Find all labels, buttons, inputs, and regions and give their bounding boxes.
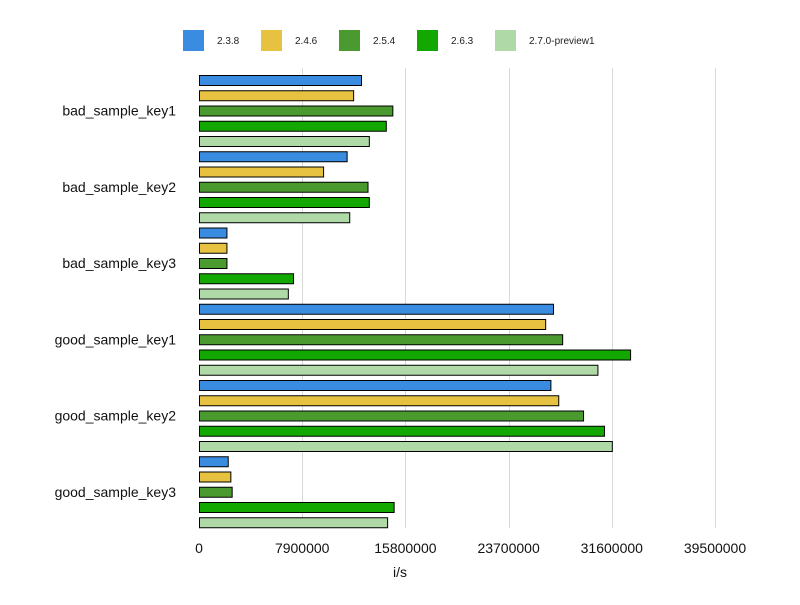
bar — [199, 75, 362, 86]
bar — [199, 181, 369, 193]
x-tick-label: 0 — [195, 540, 203, 556]
bar — [199, 120, 387, 132]
bar — [199, 502, 395, 513]
bar — [199, 486, 233, 498]
bar — [199, 136, 370, 147]
bar — [199, 395, 560, 407]
legend-label: 2.5.4 — [373, 36, 396, 47]
bar — [199, 90, 355, 102]
x-tick-label: 23700000 — [477, 540, 540, 556]
category-label: good_sample_key1 — [55, 331, 177, 347]
legend-label: 2.6.3 — [451, 36, 474, 47]
x-tick-label: 7900000 — [275, 540, 330, 556]
bar — [199, 349, 632, 361]
category-label: good_sample_key3 — [55, 484, 177, 500]
category-label: good_sample_key2 — [55, 408, 177, 424]
bar — [199, 319, 547, 330]
bar — [199, 456, 229, 468]
bar — [199, 288, 289, 300]
bar — [199, 227, 228, 239]
x-tick-label: 39500000 — [684, 540, 747, 556]
legend-swatch — [183, 30, 204, 51]
legend-label: 2.7.0-preview1 — [529, 36, 595, 47]
bar — [199, 258, 228, 269]
x-tick-label: 31600000 — [581, 540, 644, 556]
bar — [199, 517, 389, 529]
bar — [199, 425, 605, 437]
bar — [199, 441, 613, 452]
category-label: bad_sample_key3 — [62, 255, 176, 271]
legend-swatch — [417, 30, 438, 51]
bar — [199, 364, 599, 376]
legend-swatch — [261, 30, 282, 51]
bar — [199, 471, 232, 483]
bar — [199, 242, 228, 254]
bar — [199, 212, 351, 224]
bar — [199, 410, 585, 422]
bar — [199, 273, 295, 285]
bar — [199, 166, 325, 178]
legend-swatch — [339, 30, 360, 51]
bar — [199, 380, 552, 391]
category-labels: bad_sample_key1 bad_sample_key2 bad_sample… — [55, 103, 177, 500]
x-tick-labels: 0 7900000 15800000 23700000 31600000 39500000 — [195, 540, 746, 556]
bars — [199, 75, 632, 529]
bar — [199, 105, 394, 117]
legend: 2.3.8 2.4.6 2.5.4 2.6.3 2.7.0-preview1 — [183, 30, 595, 51]
legend-swatch — [495, 30, 516, 51]
bar — [199, 197, 370, 208]
x-axis-label: i/s — [393, 564, 407, 580]
category-label: bad_sample_key1 — [62, 103, 176, 119]
legend-label: 2.4.6 — [295, 36, 318, 47]
bar — [199, 334, 564, 346]
legend-label: 2.3.8 — [217, 36, 240, 47]
category-label: bad_sample_key2 — [62, 179, 176, 195]
bar — [199, 151, 348, 163]
x-tick-label: 15800000 — [374, 540, 437, 556]
bar — [199, 303, 555, 315]
